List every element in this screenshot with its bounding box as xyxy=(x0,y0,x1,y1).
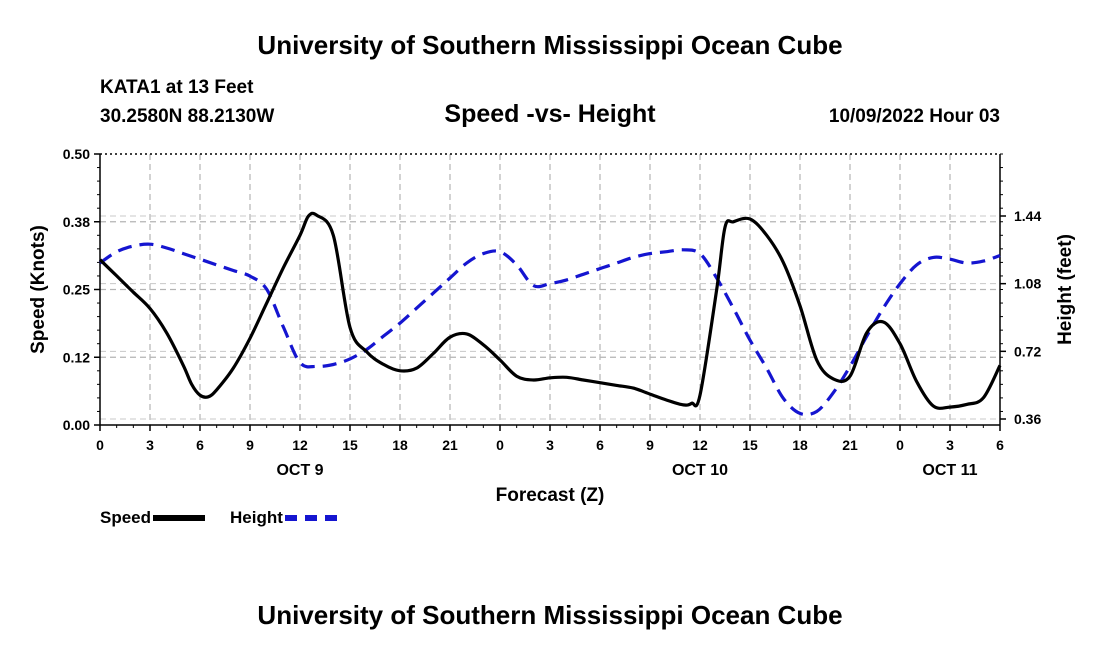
legend-speed-swatch xyxy=(153,515,206,521)
x-tick-label: 15 xyxy=(742,437,758,453)
left-tick-label: 0.25 xyxy=(63,282,90,298)
x-tick-label: 15 xyxy=(342,437,358,453)
x-tick-label: 0 xyxy=(96,437,104,453)
x-tick-label: 3 xyxy=(946,437,954,453)
grid-lines xyxy=(100,154,1000,425)
x-tick-label: 21 xyxy=(842,437,858,453)
station-label: KATA1 at 13 Feet xyxy=(100,77,254,98)
legend-speed-label: Speed xyxy=(100,508,152,527)
series-lines xyxy=(98,211,1002,417)
x-axis-title: Forecast (Z) xyxy=(496,485,605,506)
x-tick-label: 6 xyxy=(196,437,204,453)
x-tick-label: 3 xyxy=(546,437,554,453)
series-line-height xyxy=(99,242,1001,417)
legend-height-swatch xyxy=(284,515,337,521)
series-line-speed xyxy=(98,211,1002,410)
left-tick-label: 0.38 xyxy=(63,214,90,230)
y-axis-title-right: Height (feet) xyxy=(1055,234,1076,345)
left-tick-label: 0.00 xyxy=(63,417,90,433)
x-tick-label: 6 xyxy=(996,437,1004,453)
chart-title: Speed -vs- Height xyxy=(444,100,656,128)
station-coordinates: 30.2580N 88.2130W xyxy=(100,106,275,127)
right-tick-label: 0.36 xyxy=(1014,411,1041,427)
day-label: OCT 9 xyxy=(276,462,323,479)
forecast-datetime: 10/09/2022 Hour 03 xyxy=(828,106,1000,127)
x-tick-label: 12 xyxy=(692,437,708,453)
day-label: OCT 11 xyxy=(922,462,977,479)
axes xyxy=(94,153,1006,431)
report-title: University of Southern Mississippi Ocean… xyxy=(257,30,843,60)
y-axis-title: Speed (Knots) xyxy=(28,225,49,354)
legend-speed: Speed xyxy=(100,508,206,528)
right-tick-label: 1.08 xyxy=(1014,276,1041,292)
x-tick-label: 21 xyxy=(442,437,458,453)
x-tick-label: 18 xyxy=(792,437,808,453)
day-label: OCT 10 xyxy=(672,462,728,479)
x-tick-label: 3 xyxy=(146,437,154,453)
x-tick-label: 0 xyxy=(896,437,904,453)
legend-height-label: Height xyxy=(230,508,283,527)
axis-labels: 0.00 0.12 0.25 0.38 0.50 0.36 0.72 1.08 1.44 0 3 6 9… xyxy=(28,146,1076,506)
x-tick-label: 12 xyxy=(292,437,308,453)
legend-height: Height xyxy=(230,508,337,528)
x-tick-label: 18 xyxy=(392,437,408,453)
x-tick-label: 9 xyxy=(246,437,254,453)
right-tick-label: 1.44 xyxy=(1014,208,1041,224)
right-tick-label: 0.72 xyxy=(1014,343,1041,359)
left-tick-label: 0.50 xyxy=(63,146,90,162)
x-tick-label: 9 xyxy=(646,437,654,453)
x-tick-label: 0 xyxy=(496,437,504,453)
left-tick-label: 0.12 xyxy=(63,349,90,365)
footer-title: University of Southern Mississippi Ocean… xyxy=(257,600,843,630)
x-tick-label: 6 xyxy=(596,437,604,453)
